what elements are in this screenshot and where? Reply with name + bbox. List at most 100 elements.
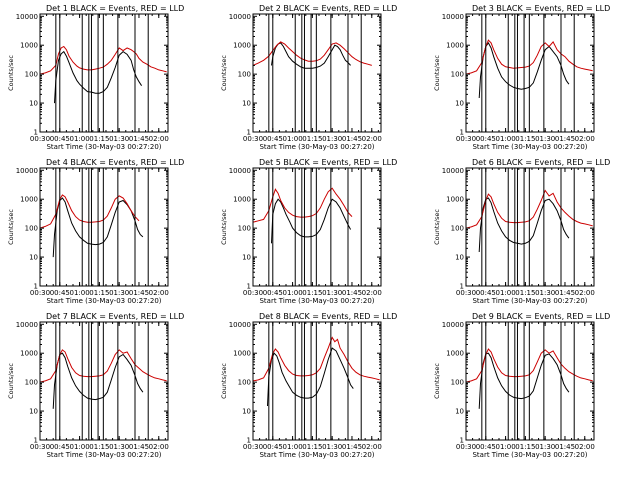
x-tick-label: 00:30: [456, 443, 476, 451]
y-axis-label: Counts/sec: [220, 55, 228, 91]
x-tick-label: 02:00: [149, 443, 169, 451]
plot-frame: [252, 13, 382, 133]
y-tick-label: 10000: [229, 13, 251, 21]
y-axis-label: Counts/sec: [433, 209, 441, 245]
y-tick-label: 1000: [20, 42, 38, 50]
x-tick-label: 01:00: [282, 443, 302, 451]
plot-frame: [465, 13, 595, 133]
chart-title: Det 2 BLACK = Events, RED = LLD: [259, 4, 397, 13]
y-axis-label: Counts/sec: [220, 363, 228, 399]
x-tick-label: 01:15: [302, 443, 322, 451]
x-tick-label: 00:45: [476, 135, 496, 143]
chart-panel-5: 1 10 100 1000 10000 00:30 00:45 01:00 01:15 01:30…: [220, 158, 397, 305]
x-tick-label: 00:45: [263, 443, 283, 451]
x-tick-label: 00:45: [263, 289, 283, 297]
chart-title: Det 6 BLACK = Events, RED = LLD: [472, 158, 610, 167]
y-tick-label: 1: [247, 283, 251, 291]
series-line-events: [52, 352, 144, 409]
chart-panel-8: 1 10 100 1000 10000 00:30 00:45 01:00 01:15 01:30…: [220, 312, 397, 459]
y-tick-label: 100: [25, 71, 38, 79]
x-tick-label: 01:30: [109, 135, 129, 143]
x-tick-label: 00:30: [30, 135, 50, 143]
x-tick-label: 01:30: [535, 289, 555, 297]
y-tick-label: 100: [238, 225, 251, 233]
y-tick-label: 1000: [20, 196, 38, 204]
plot-frame: [465, 321, 595, 441]
x-tick-label: 01:45: [342, 135, 362, 143]
plot-frame: [465, 167, 595, 287]
x-tick-label: 00:30: [30, 443, 50, 451]
y-tick-label: 10: [29, 408, 38, 416]
chart-title: Det 3 BLACK = Events, RED = LLD: [472, 4, 610, 13]
y-tick-label: 10: [455, 100, 464, 108]
plot-frame: [39, 13, 169, 133]
plot-frame: [252, 321, 382, 441]
x-tick-label: 01:15: [302, 289, 322, 297]
y-axis-label: Counts/sec: [433, 363, 441, 399]
x-tick-label: 00:30: [243, 443, 263, 451]
x-tick-label: 01:15: [89, 289, 109, 297]
x-tick-label: 01:00: [282, 289, 302, 297]
y-tick-label: 10000: [229, 167, 251, 175]
x-axis-label: Start Time (30-May-03 00:27:20): [259, 451, 374, 459]
y-axis-label: Counts/sec: [7, 363, 15, 399]
x-tick-label: 00:30: [243, 289, 263, 297]
y-tick-label: 1000: [20, 350, 38, 358]
y-axis-label: Counts/sec: [7, 55, 15, 91]
y-tick-label: 1000: [446, 350, 464, 358]
series-line-events: [478, 197, 570, 253]
x-tick-label: 01:30: [109, 443, 129, 451]
chart-title: Det 4 BLACK = Events, RED = LLD: [46, 158, 184, 167]
chart-title: Det 8 BLACK = Events, RED = LLD: [259, 312, 397, 321]
series-line-events: [271, 42, 351, 69]
y-tick-label: 1000: [446, 196, 464, 204]
chart-panel-4: 1 10 100 1000 10000 00:30 00:45 01:00 01:15 01:30…: [7, 158, 184, 305]
x-tick-label: 00:45: [263, 135, 283, 143]
y-axis-label: Counts/sec: [220, 209, 228, 245]
y-tick-label: 10000: [442, 167, 464, 175]
y-tick-label: 100: [451, 225, 464, 233]
x-tick-label: 01:15: [89, 443, 109, 451]
y-tick-label: 10000: [442, 13, 464, 21]
y-tick-label: 100: [238, 379, 251, 387]
x-tick-label: 02:00: [575, 443, 595, 451]
x-tick-label: 00:45: [476, 289, 496, 297]
y-tick-label: 10000: [16, 321, 38, 329]
x-tick-label: 01:45: [129, 135, 149, 143]
x-tick-label: 02:00: [575, 135, 595, 143]
chart-title: Det 5 BLACK = Events, RED = LLD: [259, 158, 397, 167]
series-line-events: [271, 198, 352, 244]
y-tick-label: 10000: [442, 321, 464, 329]
chart-panel-1: 1 10 100 1000 10000 00:30 00:45 01:00 01:15 01:30…: [7, 4, 184, 151]
y-tick-label: 100: [451, 71, 464, 79]
x-tick-label: 02:00: [149, 135, 169, 143]
x-tick-label: 01:00: [69, 135, 89, 143]
chart-panel-7: 1 10 100 1000 10000 00:30 00:45 01:00 01:15 01:30…: [7, 312, 184, 459]
x-tick-label: 01:30: [109, 289, 129, 297]
x-tick-label: 00:30: [243, 135, 263, 143]
x-axis-label: Start Time (30-May-03 00:27:20): [472, 451, 587, 459]
y-tick-label: 1: [34, 283, 38, 291]
y-tick-label: 1: [460, 437, 464, 445]
chart-panel-9: 1 10 100 1000 10000 00:30 00:45 01:00 01:15 01:30…: [433, 312, 610, 459]
x-tick-label: 01:30: [535, 443, 555, 451]
x-tick-label: 00:30: [456, 135, 476, 143]
x-tick-label: 01:00: [69, 443, 89, 451]
chart-title: Det 9 BLACK = Events, RED = LLD: [472, 312, 610, 321]
x-axis-label: Start Time (30-May-03 00:27:20): [259, 143, 374, 151]
x-tick-label: 00:45: [50, 135, 70, 143]
y-tick-label: 10: [455, 254, 464, 262]
y-tick-label: 10: [242, 408, 251, 416]
y-tick-label: 1: [247, 437, 251, 445]
y-tick-label: 10: [242, 254, 251, 262]
x-tick-label: 01:00: [69, 289, 89, 297]
x-tick-label: 01:45: [555, 289, 575, 297]
y-tick-label: 1000: [233, 42, 251, 50]
y-tick-label: 1000: [233, 196, 251, 204]
y-tick-label: 1: [34, 437, 38, 445]
plot-frame: [39, 321, 169, 441]
x-tick-label: 02:00: [362, 289, 382, 297]
series-line-events: [54, 50, 143, 104]
y-tick-label: 1: [460, 283, 464, 291]
